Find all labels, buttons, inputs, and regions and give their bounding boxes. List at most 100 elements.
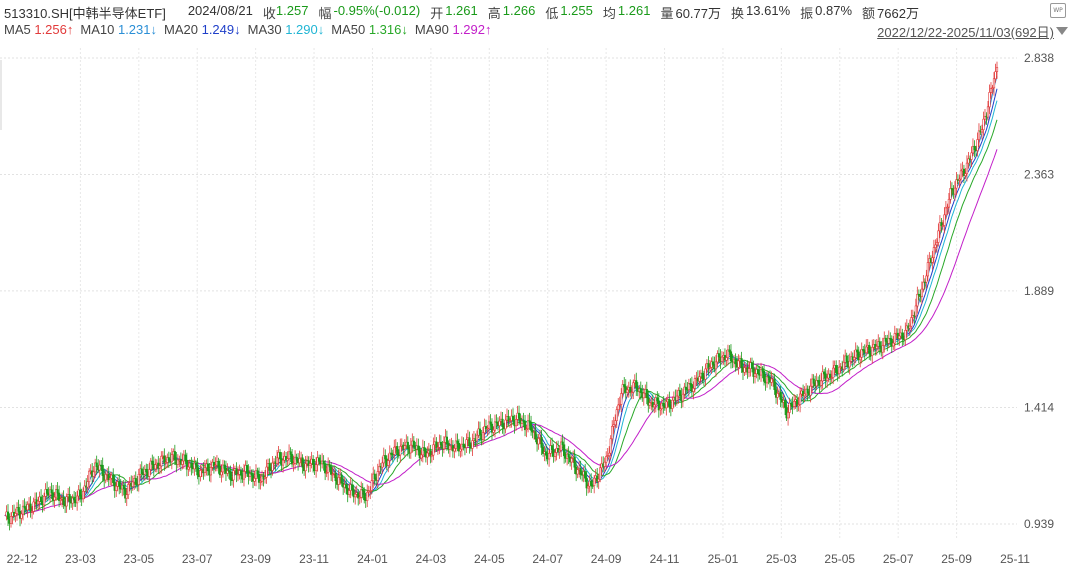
candle-body	[456, 440, 459, 444]
candle-body	[486, 427, 489, 430]
candle-body	[9, 516, 13, 524]
candle-body	[409, 444, 412, 454]
x-tick-label: 23-11	[299, 552, 329, 566]
wp-icon[interactable]: WP	[1050, 3, 1066, 18]
x-tick-label: 23-09	[240, 552, 271, 566]
x-tick-label: 25-11	[1000, 552, 1030, 566]
amount-label: 额	[862, 6, 876, 21]
date-range-selector[interactable]: 2022/12/22-2025/11/03(692日)	[877, 25, 1054, 40]
candle-body	[970, 152, 973, 160]
candle-body	[962, 168, 966, 176]
candle-body	[492, 429, 495, 433]
candle-body	[934, 244, 937, 248]
candle-body	[42, 495, 46, 506]
candle-body	[453, 448, 456, 452]
triangle-down-icon[interactable]	[1056, 27, 1068, 35]
candle-body	[170, 454, 173, 463]
candle-body	[726, 349, 730, 358]
candle-body	[278, 452, 282, 460]
candle-body	[203, 467, 207, 473]
candle-body	[373, 473, 376, 480]
candle-body	[378, 466, 381, 472]
candle-body	[626, 389, 629, 393]
candle-body	[286, 458, 289, 461]
candle-body	[587, 485, 590, 489]
candle-body	[140, 468, 143, 475]
open-label: 开	[430, 6, 444, 21]
candle-body	[923, 281, 926, 284]
candle-body	[965, 162, 969, 174]
candle-body	[692, 388, 695, 392]
candle-body	[51, 492, 55, 501]
candle-body	[848, 360, 851, 368]
candle-body	[17, 507, 20, 512]
candle-body	[635, 380, 638, 389]
candle-body	[442, 441, 445, 450]
candle-body	[935, 242, 938, 246]
candle-body	[944, 207, 947, 216]
candle-body	[716, 353, 719, 363]
candle-body	[591, 485, 594, 487]
candle-body	[522, 420, 525, 423]
candle-body	[904, 330, 907, 340]
candle-body	[871, 347, 874, 356]
candle-body	[384, 455, 387, 460]
candle-body	[597, 478, 600, 482]
x-tick-label: 25-05	[824, 552, 855, 566]
amplitude-value: 0.87%	[815, 3, 853, 18]
candle-body	[498, 420, 501, 426]
candle-body	[596, 475, 599, 482]
candle-body	[567, 453, 570, 458]
candle-body	[387, 460, 390, 466]
candle-body	[324, 463, 327, 474]
candle-body	[501, 418, 504, 427]
candle-body	[560, 441, 563, 451]
low-label: 低	[545, 6, 559, 21]
candle-body	[717, 353, 721, 358]
candle-body	[946, 206, 949, 209]
candle-body	[337, 477, 340, 485]
candle-body	[531, 429, 534, 433]
candle-body	[435, 441, 438, 449]
candle-body	[704, 368, 707, 380]
candle-body	[947, 198, 951, 208]
candle-body	[209, 467, 213, 476]
open-value: 1.261	[445, 3, 478, 18]
candle-body	[275, 457, 279, 464]
candle-body	[322, 460, 325, 465]
candle-body	[223, 464, 226, 469]
ma-legend-value-ma5: 1.256↑	[34, 22, 74, 37]
candle-body	[689, 383, 692, 385]
candle-body	[483, 426, 486, 434]
candle-body	[759, 369, 763, 376]
candle-body	[478, 428, 482, 435]
candle-body	[573, 456, 576, 468]
candle-body	[940, 222, 943, 227]
candle-body	[122, 485, 125, 489]
volume-value: 60.77万	[675, 6, 722, 21]
candle-body	[94, 462, 97, 473]
candle-body	[820, 380, 823, 386]
candle-body	[23, 505, 26, 509]
candle-body	[220, 471, 223, 476]
candle-body	[584, 471, 587, 479]
candle-body	[728, 349, 731, 353]
candle-body	[369, 490, 372, 492]
candle-body	[856, 349, 859, 353]
candle-body	[250, 473, 253, 476]
candle-body	[226, 470, 229, 474]
candle-body	[118, 481, 121, 487]
candle-body	[537, 438, 540, 445]
candle-body	[711, 361, 715, 365]
candle-body	[124, 488, 127, 499]
candle-body	[239, 470, 243, 476]
candle-body	[783, 400, 787, 408]
candle-body	[668, 398, 671, 408]
close-label: 收	[262, 6, 276, 21]
candle-body	[462, 443, 465, 448]
x-tick-label: 24-11	[650, 552, 680, 566]
candle-body	[683, 386, 686, 395]
candle-body	[83, 485, 86, 492]
x-tick-label: 23-07	[182, 552, 213, 566]
